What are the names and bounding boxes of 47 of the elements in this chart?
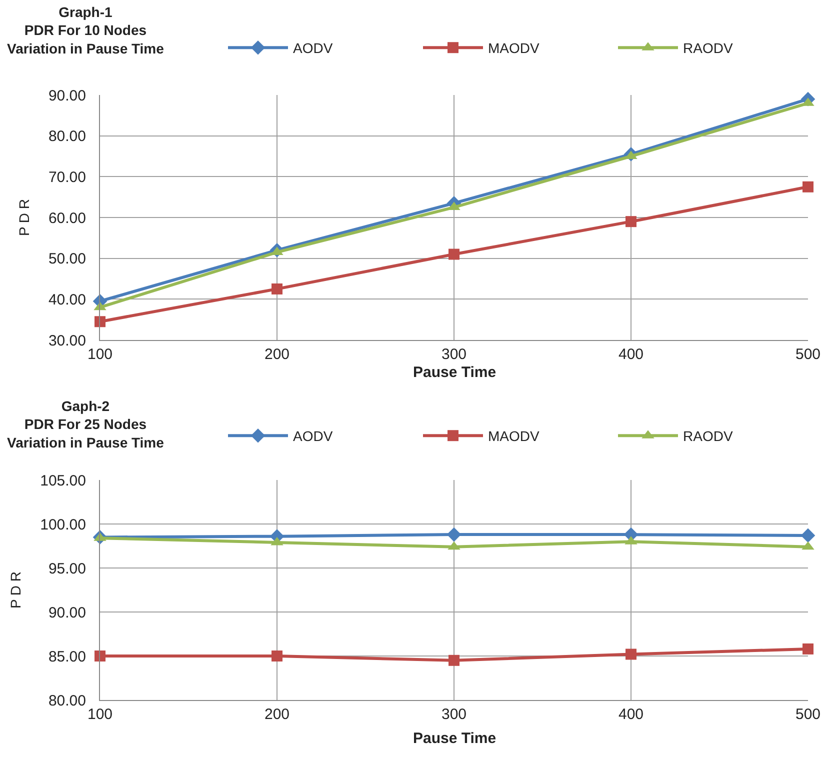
y-tick-label: 80.00 (48, 128, 86, 146)
point (626, 216, 636, 228)
x-tick-label: 400 (618, 706, 644, 723)
x-axis-title: Pause Time (413, 364, 496, 381)
y-tick-label: 70.00 (48, 168, 86, 186)
point (94, 650, 106, 662)
chart-title: Graph-1 PDR For 10 Nodes Variation in Pause Time (7, 4, 164, 56)
x-tick-label: 400 (618, 346, 644, 363)
legend-label: AODV (293, 40, 334, 56)
y-tick-label: 95.00 (48, 560, 86, 578)
y-axis-title: P D R (8, 571, 24, 609)
y-tick-label: 80.00 (48, 692, 86, 710)
y-tick-label: 105.00 (40, 472, 86, 490)
point (272, 650, 282, 662)
x-tick-label: 200 (264, 706, 290, 723)
chart-title: Gaph-2 PDR For 25 Nodes Variation in Pause Time (7, 398, 164, 450)
x-tick-label: 500 (795, 346, 821, 363)
point (800, 528, 816, 543)
y-tick-label: 90.00 (48, 87, 86, 104)
point (272, 283, 282, 294)
point (94, 316, 106, 328)
y-tick-label: 100.00 (40, 516, 86, 534)
y-tick-label: 50.00 (48, 250, 86, 268)
x-tick-label: 300 (441, 346, 467, 363)
legend-label: AODV (293, 428, 334, 444)
point (446, 527, 462, 542)
legend-label: RAODV (683, 428, 734, 444)
x-tick-label: 200 (264, 346, 290, 363)
y-tick-label: 60.00 (48, 210, 86, 227)
x-tick-label: 100 (87, 346, 113, 363)
y-tick-label: 30.00 (48, 332, 86, 350)
x-tick-label: 300 (441, 706, 467, 723)
point (448, 248, 460, 260)
legend-label: MAODV (488, 40, 540, 56)
x-tick-label: 100 (87, 706, 113, 723)
legend-label: RAODV (683, 40, 734, 56)
point (802, 181, 814, 192)
point (802, 643, 814, 654)
y-axis-title: P D R (16, 198, 32, 236)
x-axis-title: Pause Time (413, 730, 496, 747)
y-tick-label: 85.00 (48, 648, 86, 666)
point (626, 648, 636, 660)
legend-label: MAODV (488, 428, 540, 444)
x-tick-label: 500 (795, 706, 821, 723)
y-tick-label: 40.00 (48, 291, 86, 308)
y-tick-label: 90.00 (48, 604, 86, 622)
point (448, 654, 460, 666)
